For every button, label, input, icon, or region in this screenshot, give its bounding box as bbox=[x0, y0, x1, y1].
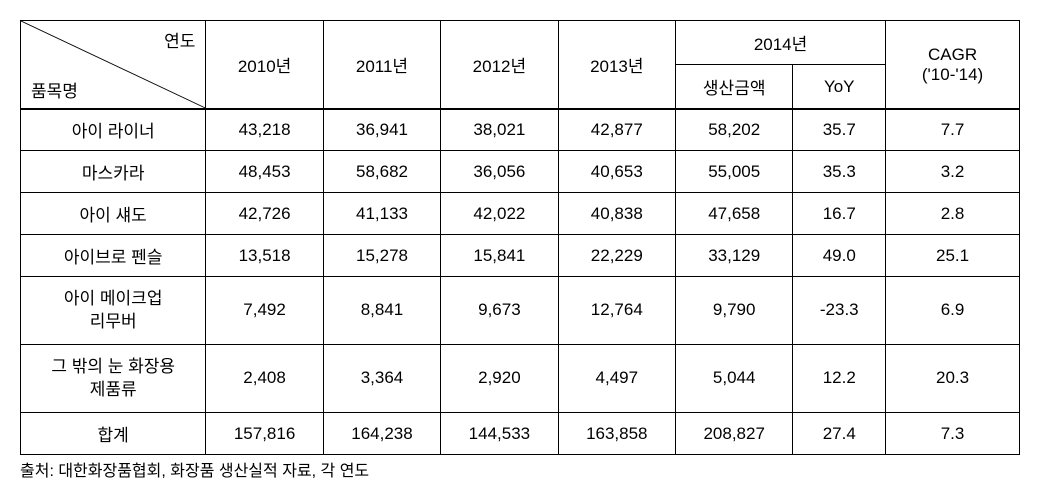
table-row: 아이 라이너43,21836,94138,02142,87758,20235.7… bbox=[21, 109, 1020, 151]
col-2010: 2010년 bbox=[206, 21, 323, 109]
cell-cagr: 20.3 bbox=[886, 345, 1020, 413]
diagonal-header-cell: 연도 품목명 bbox=[21, 21, 206, 109]
cell-y2012: 9,673 bbox=[441, 277, 558, 345]
cell-prod: 9,790 bbox=[676, 277, 793, 345]
table-row: 그 밖의 눈 화장용제품류2,4083,3642,9204,4975,04412… bbox=[21, 345, 1020, 413]
cell-y2013: 22,229 bbox=[558, 235, 675, 277]
col-2012: 2012년 bbox=[441, 21, 558, 109]
row-label: 그 밖의 눈 화장용제품류 bbox=[21, 345, 206, 413]
cell-y2010: 13,518 bbox=[206, 235, 323, 277]
table-row: 아이 섀도42,72641,13342,02240,83847,65816.72… bbox=[21, 193, 1020, 235]
col-2014-prod: 생산금액 bbox=[676, 65, 793, 109]
cell-prod: 47,658 bbox=[676, 193, 793, 235]
cell-prod: 208,827 bbox=[676, 413, 793, 455]
cell-prod: 55,005 bbox=[676, 151, 793, 193]
cell-y2012: 2,920 bbox=[441, 345, 558, 413]
header-year-label: 연도 bbox=[164, 27, 195, 52]
row-label: 아이브로 펜슬 bbox=[21, 235, 206, 277]
cell-yoy: 35.3 bbox=[793, 151, 886, 193]
table-header: 연도 품목명 2010년 2011년 2012년 2013년 2014년 CAG… bbox=[21, 21, 1020, 109]
cell-cagr: 7.7 bbox=[886, 109, 1020, 151]
cell-y2011: 36,941 bbox=[323, 109, 440, 151]
cell-yoy: 16.7 bbox=[793, 193, 886, 235]
cell-y2011: 41,133 bbox=[323, 193, 440, 235]
cagr-label-1: CAGR bbox=[928, 45, 977, 64]
table-body: 아이 라이너43,21836,94138,02142,87758,20235.7… bbox=[21, 109, 1020, 455]
cell-yoy: 35.7 bbox=[793, 109, 886, 151]
cell-cagr: 3.2 bbox=[886, 151, 1020, 193]
cell-y2010: 157,816 bbox=[206, 413, 323, 455]
cell-y2010: 2,408 bbox=[206, 345, 323, 413]
cell-y2010: 42,726 bbox=[206, 193, 323, 235]
cell-y2011: 164,238 bbox=[323, 413, 440, 455]
cell-cagr: 25.1 bbox=[886, 235, 1020, 277]
cell-yoy: 12.2 bbox=[793, 345, 886, 413]
table-row: 아이브로 펜슬13,51815,27815,84122,22933,12949.… bbox=[21, 235, 1020, 277]
table-row: 마스카라48,45358,68236,05640,65355,00535.33.… bbox=[21, 151, 1020, 193]
row-label: 아이 메이크업리무버 bbox=[21, 277, 206, 345]
row-label: 아이 섀도 bbox=[21, 193, 206, 235]
cell-yoy: 49.0 bbox=[793, 235, 886, 277]
cell-cagr: 6.9 bbox=[886, 277, 1020, 345]
table-row: 합계157,816164,238144,533163,858208,82727.… bbox=[21, 413, 1020, 455]
cell-y2012: 38,021 bbox=[441, 109, 558, 151]
cell-y2011: 3,364 bbox=[323, 345, 440, 413]
cell-y2011: 15,278 bbox=[323, 235, 440, 277]
row-label: 아이 라이너 bbox=[21, 109, 206, 151]
row-label: 마스카라 bbox=[21, 151, 206, 193]
cell-yoy: -23.3 bbox=[793, 277, 886, 345]
cell-y2010: 7,492 bbox=[206, 277, 323, 345]
cell-yoy: 27.4 bbox=[793, 413, 886, 455]
cell-y2013: 163,858 bbox=[558, 413, 675, 455]
row-label: 합계 bbox=[21, 413, 206, 455]
col-2014-yoy: YoY bbox=[793, 65, 886, 109]
data-table: 연도 품목명 2010년 2011년 2012년 2013년 2014년 CAG… bbox=[20, 20, 1020, 455]
cell-y2011: 8,841 bbox=[323, 277, 440, 345]
cell-prod: 5,044 bbox=[676, 345, 793, 413]
cell-y2012: 144,533 bbox=[441, 413, 558, 455]
col-cagr: CAGR ('10-'14) bbox=[886, 21, 1020, 109]
table-row: 아이 메이크업리무버7,4928,8419,67312,7649,790-23.… bbox=[21, 277, 1020, 345]
cell-y2011: 58,682 bbox=[323, 151, 440, 193]
col-2011: 2011년 bbox=[323, 21, 440, 109]
cell-prod: 33,129 bbox=[676, 235, 793, 277]
cell-y2010: 48,453 bbox=[206, 151, 323, 193]
cell-y2012: 15,841 bbox=[441, 235, 558, 277]
cell-prod: 58,202 bbox=[676, 109, 793, 151]
cell-cagr: 7.3 bbox=[886, 413, 1020, 455]
header-item-label: 품목명 bbox=[31, 77, 78, 102]
source-note: 출처: 대한화장품협회, 화장품 생산실적 자료, 각 연도 bbox=[20, 457, 1020, 481]
cell-y2010: 43,218 bbox=[206, 109, 323, 151]
cell-y2013: 40,838 bbox=[558, 193, 675, 235]
cell-y2012: 36,056 bbox=[441, 151, 558, 193]
col-2014: 2014년 bbox=[676, 21, 886, 65]
cell-y2013: 40,653 bbox=[558, 151, 675, 193]
cell-y2013: 4,497 bbox=[558, 345, 675, 413]
col-2013: 2013년 bbox=[558, 21, 675, 109]
cell-y2013: 12,764 bbox=[558, 277, 675, 345]
cell-cagr: 2.8 bbox=[886, 193, 1020, 235]
cagr-label-2: ('10-'14) bbox=[922, 65, 983, 84]
cell-y2013: 42,877 bbox=[558, 109, 675, 151]
cell-y2012: 42,022 bbox=[441, 193, 558, 235]
